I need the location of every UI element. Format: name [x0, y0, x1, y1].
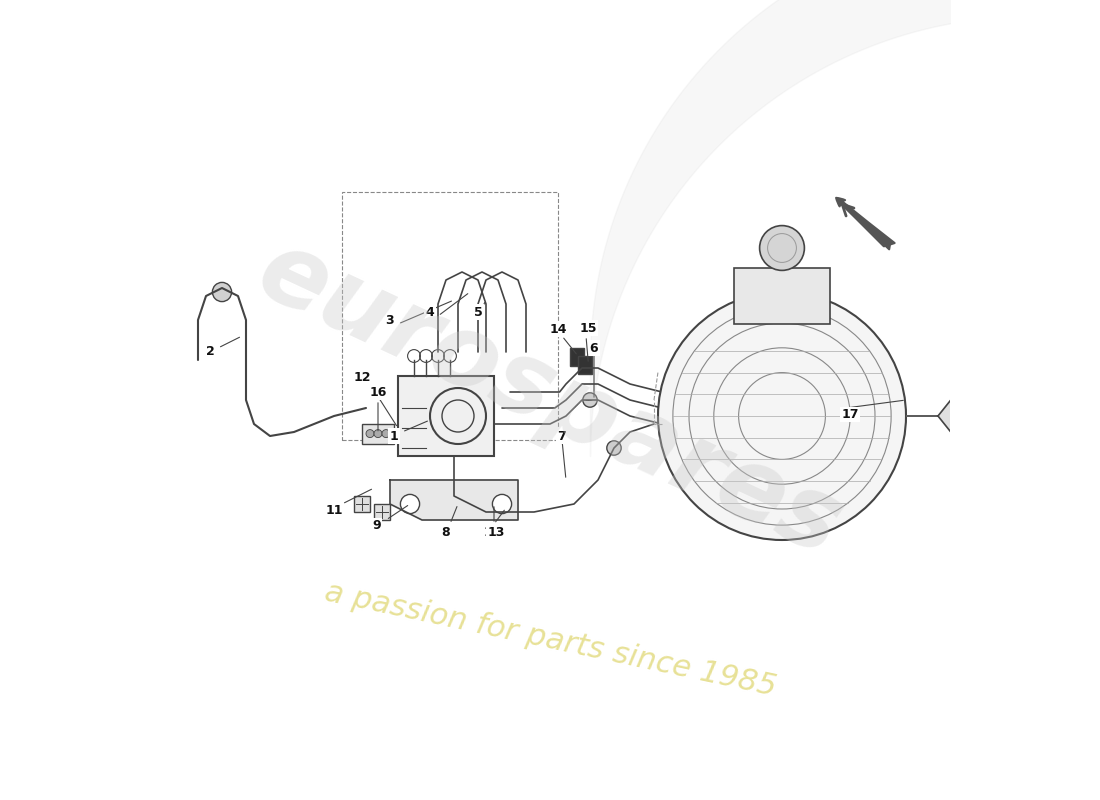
Text: 11: 11 — [326, 504, 343, 517]
Text: 16: 16 — [370, 386, 387, 398]
Text: eurospares: eurospares — [243, 222, 857, 578]
FancyBboxPatch shape — [570, 348, 584, 366]
Circle shape — [382, 430, 390, 438]
Bar — [342, 192, 558, 440]
Circle shape — [374, 430, 382, 438]
FancyArrowPatch shape — [843, 204, 884, 246]
Text: 10: 10 — [484, 526, 502, 538]
Circle shape — [366, 430, 374, 438]
Circle shape — [760, 226, 804, 270]
Text: 6: 6 — [590, 342, 598, 354]
Circle shape — [607, 441, 621, 455]
Text: 5: 5 — [474, 306, 483, 318]
FancyBboxPatch shape — [354, 496, 370, 512]
Polygon shape — [906, 396, 970, 436]
FancyBboxPatch shape — [734, 268, 830, 324]
Circle shape — [583, 393, 597, 407]
Circle shape — [658, 292, 906, 540]
Text: 3: 3 — [386, 314, 394, 326]
Circle shape — [212, 282, 232, 302]
Circle shape — [493, 494, 512, 514]
Text: 17: 17 — [842, 408, 859, 421]
FancyBboxPatch shape — [374, 504, 390, 520]
Polygon shape — [390, 480, 518, 520]
Text: 8: 8 — [442, 526, 450, 538]
FancyBboxPatch shape — [398, 376, 494, 456]
Text: 2: 2 — [206, 346, 214, 358]
Text: a passion for parts since 1985: a passion for parts since 1985 — [321, 578, 779, 702]
Text: 12: 12 — [353, 371, 371, 384]
Text: 7: 7 — [558, 430, 566, 442]
FancyBboxPatch shape — [362, 424, 394, 444]
Text: 1: 1 — [389, 430, 398, 442]
Text: 14: 14 — [549, 323, 566, 336]
Circle shape — [400, 494, 419, 514]
Text: 9: 9 — [372, 519, 381, 532]
Text: 15: 15 — [580, 322, 597, 334]
Text: 4: 4 — [426, 306, 434, 318]
FancyBboxPatch shape — [578, 356, 593, 374]
Text: 13: 13 — [487, 526, 505, 538]
